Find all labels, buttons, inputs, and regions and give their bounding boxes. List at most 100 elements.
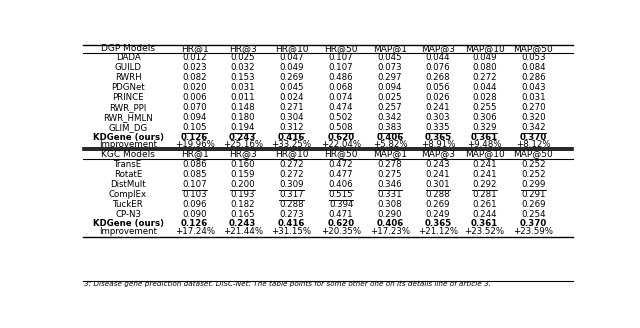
Text: KGC Models: KGC Models [101,150,155,159]
Text: 0.086: 0.086 [182,160,207,169]
Text: 0.053: 0.053 [521,53,546,62]
Text: 0.160: 0.160 [230,160,255,169]
Text: 0.297: 0.297 [378,73,403,82]
Text: 0.257: 0.257 [378,103,403,113]
Text: 0.365: 0.365 [424,219,452,228]
Text: 0.200: 0.200 [230,180,255,189]
Text: Improvement: Improvement [99,140,157,149]
Text: 0.620: 0.620 [328,219,355,228]
Text: PRINCE: PRINCE [112,93,144,102]
Text: +31.15%: +31.15% [271,227,312,236]
Text: 0.044: 0.044 [472,83,497,92]
Text: 0.056: 0.056 [426,83,451,92]
Text: 0.474: 0.474 [329,103,353,113]
Text: 0.370: 0.370 [520,219,547,228]
Text: 0.241: 0.241 [472,160,497,169]
Text: +20.35%: +20.35% [321,227,361,236]
Text: 0.025: 0.025 [230,53,255,62]
Text: ComplEx: ComplEx [109,190,147,199]
Text: 0.306: 0.306 [472,113,497,122]
Text: +17.23%: +17.23% [370,227,410,236]
Text: 0.255: 0.255 [472,103,497,113]
Text: 0.070: 0.070 [182,103,207,113]
Text: 3: Disease gene prediction dataset. DiSC-Net: The table points for some other on: 3: Disease gene prediction dataset. DiSC… [84,280,491,286]
Text: 0.047: 0.047 [279,53,304,62]
Text: +5.82%: +5.82% [372,140,407,149]
Text: 0.076: 0.076 [426,63,451,72]
Text: 0.107: 0.107 [182,180,207,189]
Text: 0.031: 0.031 [521,93,546,102]
Text: DistMult: DistMult [110,180,146,189]
Text: 0.107: 0.107 [329,53,353,62]
Text: Improvement: Improvement [99,227,157,236]
Text: 0.304: 0.304 [279,113,304,122]
Text: MAP@50: MAP@50 [513,150,553,159]
Text: +33.25%: +33.25% [271,140,312,149]
Text: 0.193: 0.193 [230,190,255,199]
Text: 0.406: 0.406 [329,180,353,189]
Text: 0.012: 0.012 [182,53,207,62]
Text: RWR_PPI: RWR_PPI [109,103,147,113]
Text: HR@50: HR@50 [324,44,358,53]
Text: 0.252: 0.252 [521,160,546,169]
Text: HR@10: HR@10 [275,44,308,53]
Text: 0.515: 0.515 [329,190,353,199]
Text: 0.159: 0.159 [230,170,255,179]
Text: 0.028: 0.028 [472,93,497,102]
Text: 0.286: 0.286 [521,73,546,82]
Text: 0.244: 0.244 [472,210,497,219]
Text: RWRH: RWRH [115,73,141,82]
Text: MAP@10: MAP@10 [465,150,504,159]
Text: 0.032: 0.032 [230,63,255,72]
Text: 0.301: 0.301 [426,180,451,189]
Text: +8.91%: +8.91% [421,140,455,149]
Text: 0.271: 0.271 [279,103,304,113]
Text: 0.416: 0.416 [278,219,305,228]
Text: HR@50: HR@50 [324,150,358,159]
Text: HR@3: HR@3 [229,150,257,159]
Text: CP-N3: CP-N3 [115,210,141,219]
Text: 0.486: 0.486 [329,73,353,82]
Text: 0.090: 0.090 [182,210,207,219]
Text: 0.096: 0.096 [182,200,207,209]
Text: 0.472: 0.472 [329,160,353,169]
Text: 0.312: 0.312 [279,123,304,133]
Text: MAP@3: MAP@3 [421,44,455,53]
Text: 0.383: 0.383 [378,123,403,133]
Text: +17.24%: +17.24% [175,227,215,236]
Text: KDGene (ours): KDGene (ours) [93,219,164,228]
Text: +8.12%: +8.12% [516,140,550,149]
Text: +19.96%: +19.96% [175,140,214,149]
Text: 0.182: 0.182 [230,200,255,209]
Text: 0.107: 0.107 [329,63,353,72]
Text: MAP@1: MAP@1 [373,44,407,53]
Text: 0.471: 0.471 [329,210,353,219]
Text: 0.074: 0.074 [329,93,353,102]
Text: 0.331: 0.331 [378,190,403,199]
Text: 0.084: 0.084 [521,63,546,72]
Text: 0.241: 0.241 [426,170,451,179]
Text: 0.020: 0.020 [182,83,207,92]
Text: MAP@50: MAP@50 [513,44,553,53]
Text: 0.416: 0.416 [278,133,305,142]
Text: 0.080: 0.080 [472,63,497,72]
Text: 0.261: 0.261 [472,200,497,209]
Text: 0.180: 0.180 [230,113,255,122]
Text: 0.165: 0.165 [230,210,255,219]
Text: 0.281: 0.281 [472,190,497,199]
Text: +9.48%: +9.48% [467,140,502,149]
Text: 0.194: 0.194 [230,123,255,133]
Text: 0.275: 0.275 [378,170,403,179]
Text: 0.291: 0.291 [521,190,546,199]
Text: 0.268: 0.268 [426,73,451,82]
Text: 0.278: 0.278 [378,160,403,169]
Text: HR@3: HR@3 [229,44,257,53]
Text: 0.320: 0.320 [521,113,546,122]
Text: 0.346: 0.346 [378,180,403,189]
Text: 0.094: 0.094 [378,83,403,92]
Text: 0.288: 0.288 [279,200,304,209]
Text: 0.073: 0.073 [378,63,403,72]
Text: 0.043: 0.043 [521,83,546,92]
Text: +22.04%: +22.04% [321,140,361,149]
Text: 0.006: 0.006 [182,93,207,102]
